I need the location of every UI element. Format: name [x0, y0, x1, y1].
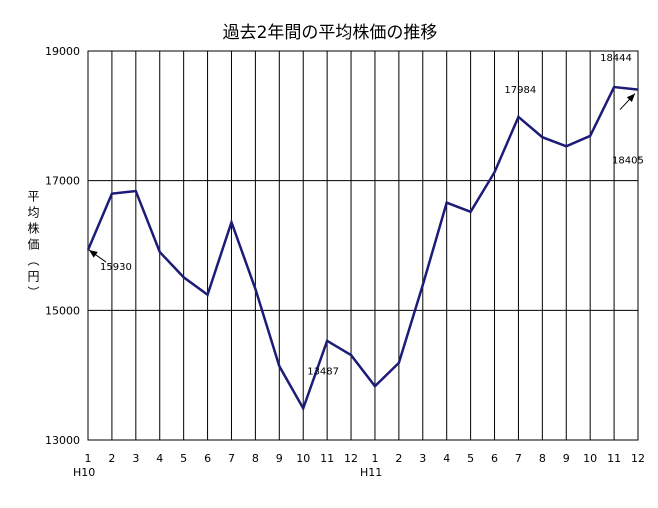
data-label: 13487	[307, 366, 339, 377]
x-tick-label: 6	[491, 452, 498, 465]
group-label: H10	[73, 466, 95, 479]
x-tick-label: 2	[108, 452, 115, 465]
y-axis-label: 平均株価（円）	[26, 190, 40, 302]
arrow-head	[626, 93, 635, 103]
x-tick-label: 10	[296, 452, 310, 465]
data-line	[86, 85, 639, 412]
data-label: 15930	[100, 262, 132, 273]
x-tick-label: 8	[539, 452, 546, 465]
x-tick-label: 4	[443, 452, 450, 465]
data-label: 17984	[504, 85, 536, 96]
chart-title: 過去2年間の平均株価の推移	[223, 23, 438, 43]
x-tick-label: 10	[583, 452, 597, 465]
plot-border	[87, 50, 639, 441]
arrow-head	[89, 250, 98, 258]
x-tick-label: 3	[132, 452, 139, 465]
x-tick-label: 1	[371, 452, 378, 465]
x-tick-label: 12	[631, 452, 645, 465]
x-tick-label: 5	[180, 452, 187, 465]
y-tick-label: 15000	[45, 304, 80, 317]
x-tick-label: 1	[85, 452, 92, 465]
x-tick-label: 6	[204, 452, 211, 465]
x-tick-label: 4	[156, 452, 163, 465]
data-label: 18444	[600, 53, 632, 64]
x-tick-label: 7	[228, 452, 235, 465]
y-tick-label: 13000	[45, 434, 80, 447]
data-label: 18405	[612, 156, 644, 167]
y-tick-label: 17000	[45, 175, 80, 188]
x-tick-label: 8	[252, 452, 259, 465]
x-tick-label: 9	[563, 452, 570, 465]
x-tick-label: 5	[467, 452, 474, 465]
y-tick-label: 19000	[45, 45, 80, 58]
x-tick-label: 11	[320, 452, 334, 465]
x-tick-label: 11	[607, 452, 621, 465]
group-label: H11	[360, 466, 382, 479]
x-tick-label: 2	[395, 452, 402, 465]
x-tick-label: 3	[419, 452, 426, 465]
x-tick-label: 7	[515, 452, 522, 465]
x-tick-label: 12	[344, 452, 358, 465]
x-tick-label: 9	[276, 452, 283, 465]
